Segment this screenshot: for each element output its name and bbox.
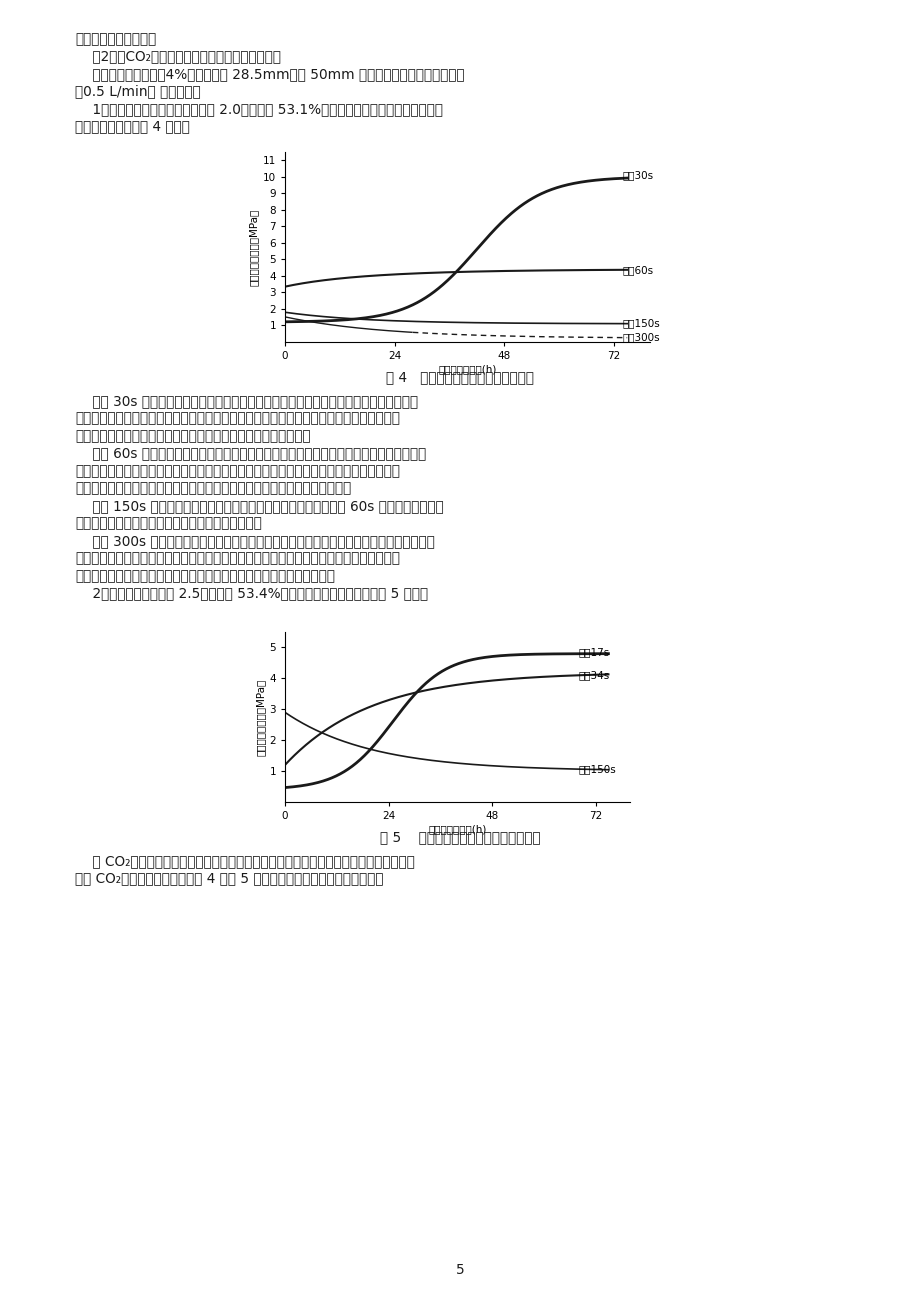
Y-axis label: 试样的抗压强度（MPa）: 试样的抗压强度（MPa） bbox=[248, 208, 258, 285]
Text: 稳定。图中虚线部分，试样表面松脆，这样的铸型或芯子是不能使用的。: 稳定。图中虚线部分，试样表面松脆，这样的铸型或芯子是不能使用的。 bbox=[75, 569, 335, 583]
Text: 型砂中水玻璃加入量4%，制成直径 28.5mm，高 50mm 的试样，在制样筒中以低流率: 型砂中水玻璃加入量4%，制成直径 28.5mm，高 50mm 的试样，在制样筒中… bbox=[75, 66, 464, 81]
X-axis label: 吹气后存放时间(h): 吹气后存放时间(h) bbox=[428, 824, 486, 833]
Text: （2）吹CO₂时的工艺参数对水玻璃砂强度的影响: （2）吹CO₂时的工艺参数对水玻璃砂强度的影响 bbox=[75, 49, 280, 64]
X-axis label: 吹气后存放时间(h): 吹气后存放时间(h) bbox=[437, 363, 496, 374]
Text: 放过程中两种作用大致相抵，表现得强度基本不变。: 放过程中两种作用大致相抵，表现得强度基本不变。 bbox=[75, 517, 262, 530]
Text: 吹 CO₂的作用可以认为是提高水玻璃的硅碱比，所用水玻璃的硅碱比提高以后，型砂需: 吹 CO₂的作用可以认为是提高水玻璃的硅碱比，所用水玻璃的硅碱比提高以后，型砂需 bbox=[75, 854, 414, 868]
Text: 要的 CO₂量就相应地减少。将图 4 和图 5 对比之后，可以清楚地看到这一点。: 要的 CO₂量就相应地减少。将图 4 和图 5 对比之后，可以清楚地看到这一点。 bbox=[75, 871, 383, 885]
Text: 同时间后的强度如图 4 所示。: 同时间后的强度如图 4 所示。 bbox=[75, 120, 189, 134]
Text: 吹气17s: 吹气17s bbox=[578, 647, 609, 658]
Text: 明吹气过程中由化学方式形成的硅酸凝胶比较少，在存放过程中粘结膜失去水分而得到脱水: 明吹气过程中由化学方式形成的硅酸凝胶比较少，在存放过程中粘结膜失去水分而得到脱水 bbox=[75, 411, 400, 426]
Text: （0.5 L/min） 使之硬化。: （0.5 L/min） 使之硬化。 bbox=[75, 85, 200, 99]
Text: 既合理又经济的办法。: 既合理又经济的办法。 bbox=[75, 33, 156, 46]
Text: 吹气150s: 吹气150s bbox=[622, 318, 660, 328]
Text: 硅酸凝胶。存放两天以后，和环境大气条件平衡，强度趋于稳定。: 硅酸凝胶。存放两天以后，和环境大气条件平衡，强度趋于稳定。 bbox=[75, 428, 311, 443]
Text: 吹气 30s 的试样，吹气后即时强度比较低，但在此后的存放过程中强度不断增长。这说: 吹气 30s 的试样，吹气后即时强度比较低，但在此后的存放过程中强度不断增长。这… bbox=[75, 395, 417, 408]
Text: 吹气60s: 吹气60s bbox=[622, 266, 653, 275]
Text: 多于以物理方式硬化而增加的强度，总的强度是随脱水程度而逐渐降低。也在两天之后趋于: 多于以物理方式硬化而增加的强度，总的强度是随脱水程度而逐渐降低。也在两天之后趋于 bbox=[75, 552, 400, 565]
Text: 2）水玻璃的硅碱比为 2.5，水分为 53.4%时，试样的强度变化情形如图 5 所示。: 2）水玻璃的硅碱比为 2.5，水分为 53.4%时，试样的强度变化情形如图 5 … bbox=[75, 586, 427, 600]
Text: 吹气 300s 的试样，以化学方式形成的凝胶占优势，在存放过程中，因脱水而失去的强度，: 吹气 300s 的试样，以化学方式形成的凝胶占优势，在存放过程中，因脱水而失去的… bbox=[75, 534, 435, 548]
Text: 图 4   用低硅碱比水玻璃时型砂的强度: 图 4 用低硅碱比水玻璃时型砂的强度 bbox=[386, 370, 533, 384]
Text: 这种凝胶会因失水而降低强度。同时，未起化学作用的水玻璃则因脱水而得到高强度的脱水: 这种凝胶会因失水而降低强度。同时，未起化学作用的水玻璃则因脱水而得到高强度的脱水 bbox=[75, 464, 400, 478]
Text: 吹气 60s 的试样，以化学方式形成的硅酸凝胶较多，表现在即时强度较高。存放过程中，: 吹气 60s 的试样，以化学方式形成的硅酸凝胶较多，表现在即时强度较高。存放过程… bbox=[75, 447, 425, 461]
Text: 吹气 150s 的试样，以化学方式形成的凝胶更多一些，即时强度比 60s 的还要高一点。存: 吹气 150s 的试样，以化学方式形成的凝胶更多一些，即时强度比 60s 的还要… bbox=[75, 499, 443, 513]
Text: 吹气150s: 吹气150s bbox=[578, 764, 616, 775]
Text: 吹气30s: 吹气30s bbox=[622, 171, 653, 180]
Y-axis label: 试样的抗压强度（MPa）: 试样的抗压强度（MPa） bbox=[255, 678, 265, 755]
Text: 吹气34s: 吹气34s bbox=[578, 671, 609, 680]
Text: 图 5    用中等硅碱比水玻璃时型砂的强度: 图 5 用中等硅碱比水玻璃时型砂的强度 bbox=[380, 829, 539, 844]
Text: 1）用低硅碱比水玻璃（硅碱比为 2.0，水分为 53.1%）时，吹气后的即时强度和存放不: 1）用低硅碱比水玻璃（硅碱比为 2.0，水分为 53.1%）时，吹气后的即时强度… bbox=[75, 102, 443, 116]
Text: 吹气300s: 吹气300s bbox=[622, 332, 660, 342]
Text: 硅酸凝胶。两者相抵之后，总的强度仍不断有所提高，在两天之后趋于稳定。: 硅酸凝胶。两者相抵之后，总的强度仍不断有所提高，在两天之后趋于稳定。 bbox=[75, 482, 351, 496]
Text: 5: 5 bbox=[455, 1263, 464, 1277]
